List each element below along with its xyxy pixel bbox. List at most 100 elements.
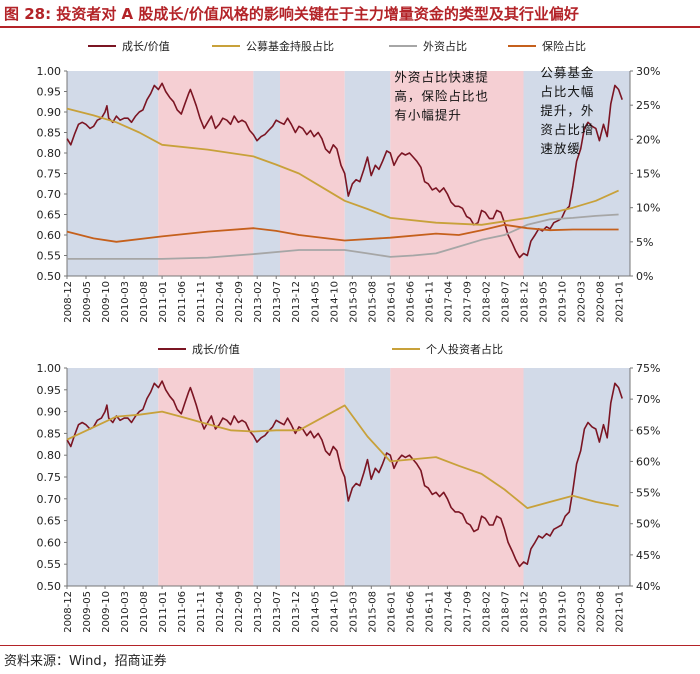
x-tick-label: 2020-03 — [577, 591, 588, 633]
regime-band-blue — [523, 368, 630, 586]
x-tick-label: 2018-12 — [519, 591, 530, 633]
x-tick-label: 2018-07 — [500, 281, 511, 323]
y-right-tick-label: 5% — [636, 236, 653, 249]
x-tick-label: 2012-09 — [234, 281, 245, 323]
x-tick-label: 2012-04 — [215, 281, 226, 323]
x-tick-label: 2019-05 — [539, 281, 550, 323]
x-tick-label: 2011-11 — [196, 281, 207, 323]
y-right-tick-label: 15% — [636, 168, 660, 181]
y-left-tick-label: 0.70 — [37, 493, 62, 506]
x-tick-label: 2020-03 — [577, 281, 588, 323]
legend-label: 个人投资者占比 — [426, 342, 503, 356]
y-left-tick-label: 0.75 — [37, 168, 62, 181]
annotation-foreign: 高，保险占比也 — [394, 88, 489, 103]
regime-band-red — [280, 71, 345, 276]
annotation-fund: 公募基金 — [540, 65, 594, 80]
title-divider — [0, 26, 700, 28]
x-tick-label: 2008-12 — [63, 591, 74, 633]
y-left-tick-label: 0.55 — [37, 250, 62, 263]
x-tick-label: 2020-08 — [596, 591, 607, 633]
y-left-tick-label: 0.70 — [37, 188, 62, 201]
x-tick-label: 2009-05 — [82, 281, 93, 323]
regime-band-blue — [523, 71, 630, 276]
regime-band-blue — [253, 368, 281, 586]
x-tick-label: 2018-02 — [481, 281, 492, 323]
x-tick-label: 2010-03 — [120, 281, 131, 323]
y-right-tick-label: 65% — [636, 424, 660, 437]
y-left-tick-label: 0.80 — [37, 147, 62, 160]
x-tick-label: 2012-09 — [234, 591, 245, 633]
regime-band-red — [280, 368, 345, 586]
source-note: 资料来源：Wind，招商证券 — [4, 654, 167, 669]
x-tick-label: 2013-02 — [253, 281, 264, 323]
regime-band-blue — [67, 71, 159, 276]
x-tick-label: 2016-01 — [386, 591, 397, 633]
y-left-tick-label: 0.95 — [37, 86, 62, 99]
regime-band-blue — [344, 368, 391, 586]
x-tick-label: 2014-05 — [310, 281, 321, 323]
y-right-tick-label: 30% — [636, 65, 660, 78]
y-right-tick-label: 25% — [636, 99, 660, 112]
regime-band-red — [390, 368, 524, 586]
annotation-fund: 速放缓 — [540, 141, 581, 156]
annotation-fund: 占比大幅 — [540, 84, 594, 99]
legend-label: 外资占比 — [423, 39, 467, 53]
x-tick-label: 2015-03 — [348, 591, 359, 633]
x-tick-label: 2009-10 — [101, 591, 112, 633]
y-right-tick-label: 20% — [636, 133, 660, 146]
x-tick-label: 2018-12 — [519, 281, 530, 323]
x-tick-label: 2018-07 — [500, 591, 511, 633]
x-tick-label: 2016-11 — [424, 591, 435, 633]
x-tick-label: 2019-05 — [539, 591, 550, 633]
regime-band-red — [390, 71, 524, 276]
y-left-tick-label: 0.60 — [37, 229, 62, 242]
y-left-tick-label: 0.90 — [37, 406, 62, 419]
regime-band-red — [158, 71, 254, 276]
regime-band-blue — [253, 71, 281, 276]
x-tick-label: 2012-04 — [215, 591, 226, 633]
x-tick-label: 2017-09 — [462, 281, 473, 323]
y-left-tick-label: 0.55 — [37, 558, 62, 571]
annotation-fund: 提升，外 — [540, 103, 594, 118]
x-tick-label: 2011-01 — [158, 281, 169, 323]
x-tick-label: 2016-11 — [424, 281, 435, 323]
y-left-tick-label: 1.00 — [37, 65, 62, 78]
chart-panel-bottom: 0.50 0.55 0.60 0.65 0.70 0.75 0.80 0.85 0.90 0.95… — [37, 342, 661, 633]
x-tick-label: 2017-09 — [462, 591, 473, 633]
x-tick-label: 2018-02 — [481, 591, 492, 633]
y-left-tick-label: 0.75 — [37, 471, 62, 484]
regime-band-blue — [344, 71, 391, 276]
x-tick-label: 2013-07 — [272, 591, 283, 633]
y-left-tick-label: 0.85 — [37, 427, 62, 440]
legend-label: 成长/价值 — [122, 40, 170, 53]
x-tick-label: 2019-10 — [558, 591, 569, 633]
x-tick-label: 2011-06 — [177, 591, 188, 633]
annotation-foreign: 有小幅提升 — [394, 107, 462, 122]
x-tick-label: 2014-05 — [310, 591, 321, 633]
y-left-tick-label: 0.50 — [37, 270, 62, 283]
y-left-tick-label: 0.90 — [37, 106, 62, 119]
x-tick-label: 2011-11 — [196, 591, 207, 633]
y-left-tick-label: 0.95 — [37, 384, 62, 397]
x-tick-label: 2017-04 — [443, 281, 454, 323]
y-left-tick-label: 0.65 — [37, 209, 62, 222]
x-tick-label: 2016-01 — [386, 281, 397, 323]
x-tick-label: 2016-06 — [405, 591, 416, 633]
y-left-tick-label: 0.50 — [37, 580, 62, 593]
legend-label: 成长/价值 — [192, 343, 240, 356]
x-tick-label: 2008-12 — [63, 281, 74, 323]
y-left-tick-label: 0.85 — [37, 127, 62, 140]
x-tick-label: 2013-12 — [291, 591, 302, 633]
legend-label: 公募基金持股占比 — [246, 39, 334, 53]
series-line-top-0 — [66, 82, 623, 259]
x-tick-label: 2011-06 — [177, 281, 188, 323]
y-right-tick-label: 55% — [636, 487, 660, 500]
x-tick-label: 2010-08 — [139, 281, 150, 323]
y-left-tick-label: 0.65 — [37, 515, 62, 528]
regime-band-blue — [67, 368, 159, 586]
y-right-tick-label: 50% — [636, 518, 660, 531]
y-right-tick-label: 10% — [636, 202, 660, 215]
y-left-tick-label: 1.00 — [37, 362, 62, 375]
x-tick-label: 2014-10 — [329, 591, 340, 633]
